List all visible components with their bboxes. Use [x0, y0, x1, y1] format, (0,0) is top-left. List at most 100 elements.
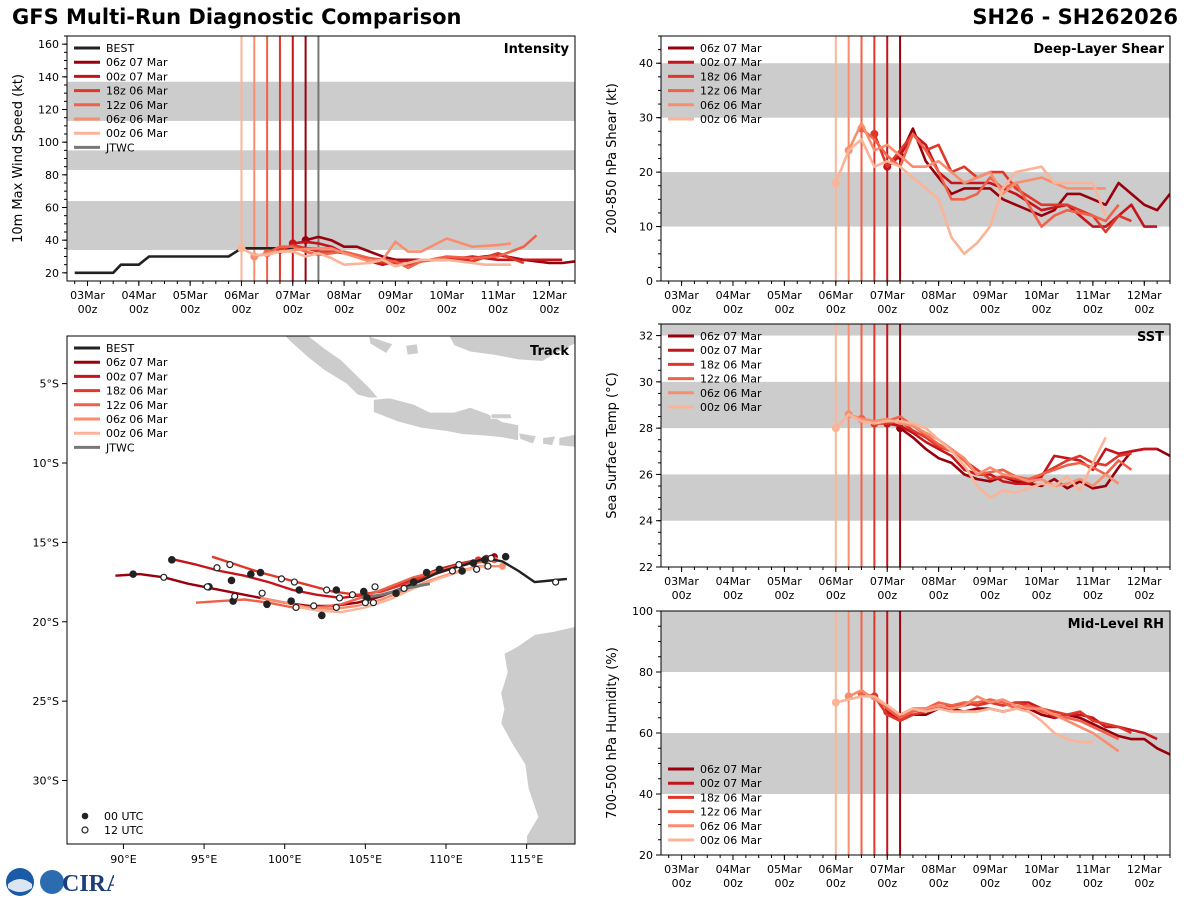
shear-panel: 01020304003Mar00z04Mar00z05Mar00z06Mar00… [605, 35, 1171, 316]
marker-12utc [487, 554, 495, 562]
y-tick-label: 20 [639, 166, 653, 179]
marker-00utc [247, 570, 255, 578]
panel-title: Intensity [504, 42, 570, 57]
landmass [558, 433, 575, 448]
x-tick-label: 09Mar [973, 863, 1008, 876]
landmass [372, 397, 519, 442]
x-tick-label: 07Mar [870, 575, 905, 588]
marker-12utc [160, 573, 168, 581]
x-tick-label: 11Mar [1075, 289, 1110, 302]
x-tick-label: 05Mar [767, 575, 802, 588]
x-tick-label: 00z [672, 589, 692, 602]
threshold-band [67, 150, 575, 170]
legend-label: 00z 07 Mar [106, 370, 168, 383]
legend-label: 12z 06 Mar [700, 373, 762, 386]
y-tick-label: 32 [639, 330, 653, 343]
y-tick-label: 60 [45, 202, 59, 215]
x-tick-label: 09Mar [973, 575, 1008, 588]
series-line [874, 419, 1132, 483]
x-tick-label: 90°E [110, 853, 136, 866]
x-tick-label: 12Mar [1127, 289, 1162, 302]
legend-label: 06z 06 Mar [700, 820, 762, 833]
x-tick-label: 00z [539, 303, 559, 316]
marker-12utc [323, 586, 331, 594]
marker-00utc [318, 611, 326, 620]
x-tick-label: 95°E [191, 853, 217, 866]
marker-12utc [473, 565, 481, 573]
legend-label: JTWC [105, 441, 135, 454]
y-tick-label: 20°S [33, 616, 59, 629]
x-tick-label: 04Mar [716, 863, 751, 876]
y-tick-label: 28 [639, 422, 653, 435]
panel-title: Track [530, 344, 569, 359]
y-tick-label: 60 [639, 727, 653, 740]
y-tick-label: 40 [639, 57, 653, 70]
logo-text: CIRA [62, 871, 114, 897]
legend-label: 06z 06 Mar [106, 413, 168, 426]
x-tick-label: 00z [386, 303, 406, 316]
x-tick-label: 00z [129, 303, 149, 316]
series-start-marker [831, 179, 840, 187]
series-line [861, 692, 1120, 741]
track-line [115, 555, 495, 608]
x-tick-label: 00z [180, 303, 200, 316]
sst-panel: 22242628303203Mar00z04Mar00z05Mar00z06Ma… [605, 323, 1171, 602]
marker-legend-label: 12 UTC [104, 824, 144, 837]
legend-label: 06z 06 Mar [700, 387, 762, 400]
x-tick-label: 00z [775, 877, 795, 890]
legend-label: 06z 07 Mar [700, 42, 762, 55]
series-start-marker [237, 244, 246, 253]
series-line [847, 121, 1106, 196]
landmass [490, 413, 513, 420]
panel-title: Mid-Level RH [1068, 617, 1164, 632]
marker-12utc [348, 591, 357, 599]
marker-legend-00 [81, 812, 89, 820]
shear-series [831, 121, 1170, 256]
series-line [834, 138, 1107, 256]
marker-12utc [258, 589, 266, 597]
x-tick-label: 00z [775, 303, 795, 316]
y-tick-label: 0 [646, 275, 653, 288]
x-tick-label: 00z [1032, 303, 1052, 316]
marker-00utc [263, 600, 271, 609]
marker-00utc [469, 559, 478, 567]
x-tick-label: 00z [980, 589, 1000, 602]
x-tick-label: 12Mar [1127, 863, 1162, 876]
marker-12utc [277, 575, 286, 583]
y-tick-label: 26 [639, 468, 653, 481]
cira-logo: CIRA [6, 868, 114, 897]
y-tick-label: 100 [38, 136, 59, 149]
x-tick-label: 00z [877, 877, 897, 890]
legend-label: 06z 07 Mar [106, 56, 168, 69]
sst-series [831, 410, 1170, 499]
x-tick-label: 11Mar [1075, 575, 1110, 588]
x-tick-label: 00z [775, 589, 795, 602]
marker-legend-label: 00 UTC [104, 810, 144, 823]
x-tick-label: 10Mar [429, 289, 464, 302]
x-tick-label: 08Mar [921, 289, 956, 302]
x-tick-label: 03Mar [664, 575, 699, 588]
legend-label: 00z 06 Mar [700, 834, 762, 847]
series-start-marker [831, 424, 840, 433]
y-tick-label: 160 [38, 38, 59, 51]
legend-label: 12z 06 Mar [700, 85, 762, 98]
marker-12utc [371, 583, 379, 591]
y-tick-label: 30 [639, 376, 653, 389]
x-tick-label: 09Mar [378, 289, 413, 302]
x-tick-label: 03Mar [70, 289, 105, 302]
x-tick-label: 07Mar [275, 289, 310, 302]
marker-12utc [484, 562, 492, 570]
x-tick-label: 12Mar [532, 289, 567, 302]
marker-00utc [129, 570, 137, 578]
storm-id: SH26 - SH262026 [972, 5, 1178, 29]
legend-label: 12z 06 Mar [106, 399, 168, 412]
y-tick-label: 30°S [33, 775, 59, 788]
landmass [413, 336, 575, 362]
marker-00utc [295, 586, 304, 594]
legend-label: 06z 06 Mar [700, 99, 762, 112]
x-tick-label: 10Mar [1024, 575, 1059, 588]
x-tick-label: 00z [723, 303, 743, 316]
legend-label: 00z 07 Mar [700, 344, 762, 357]
x-tick-label: 08Mar [327, 289, 362, 302]
threshold-band [661, 611, 1170, 672]
